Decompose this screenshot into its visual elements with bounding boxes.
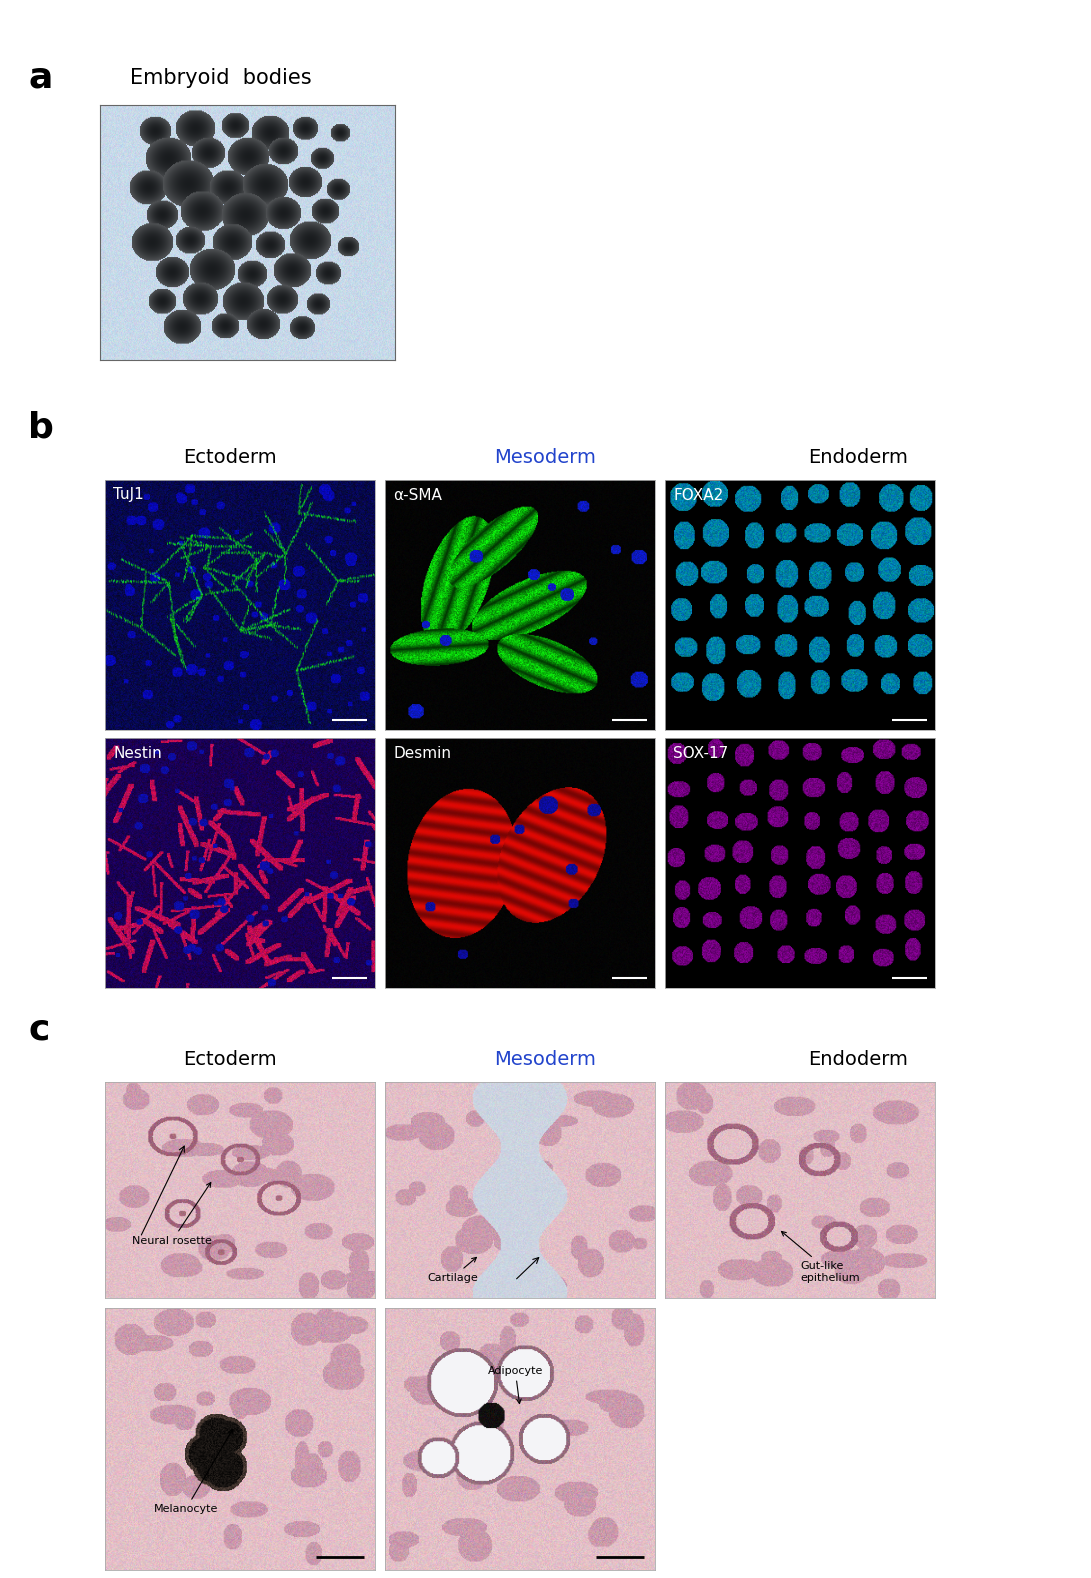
Text: Endoderm: Endoderm <box>808 1049 908 1068</box>
Text: Endoderm: Endoderm <box>808 448 908 467</box>
Text: Embryoid  bodies: Embryoid bodies <box>130 68 312 88</box>
Text: Mesoderm: Mesoderm <box>494 1049 596 1068</box>
Text: Mesoderm: Mesoderm <box>494 448 596 467</box>
Text: FOXA2: FOXA2 <box>673 488 723 502</box>
Text: Neural rosette: Neural rosette <box>132 1182 212 1247</box>
Text: SOX-17: SOX-17 <box>673 745 729 761</box>
Text: Gut-like
epithelium: Gut-like epithelium <box>781 1231 860 1283</box>
Text: Melanocyte: Melanocyte <box>154 1430 232 1515</box>
Text: c: c <box>28 1011 49 1046</box>
Text: Adipocyte: Adipocyte <box>488 1365 543 1403</box>
Text: Ectoderm: Ectoderm <box>183 448 277 467</box>
Text: Ectoderm: Ectoderm <box>183 1049 277 1068</box>
Text: Nestin: Nestin <box>113 745 161 761</box>
Text: a: a <box>28 60 52 95</box>
Text: b: b <box>28 410 53 443</box>
Text: Desmin: Desmin <box>393 745 451 761</box>
Text: α-SMA: α-SMA <box>393 488 442 502</box>
Text: TuJ1: TuJ1 <box>113 488 144 502</box>
Text: Cartilage: Cartilage <box>427 1258 478 1283</box>
